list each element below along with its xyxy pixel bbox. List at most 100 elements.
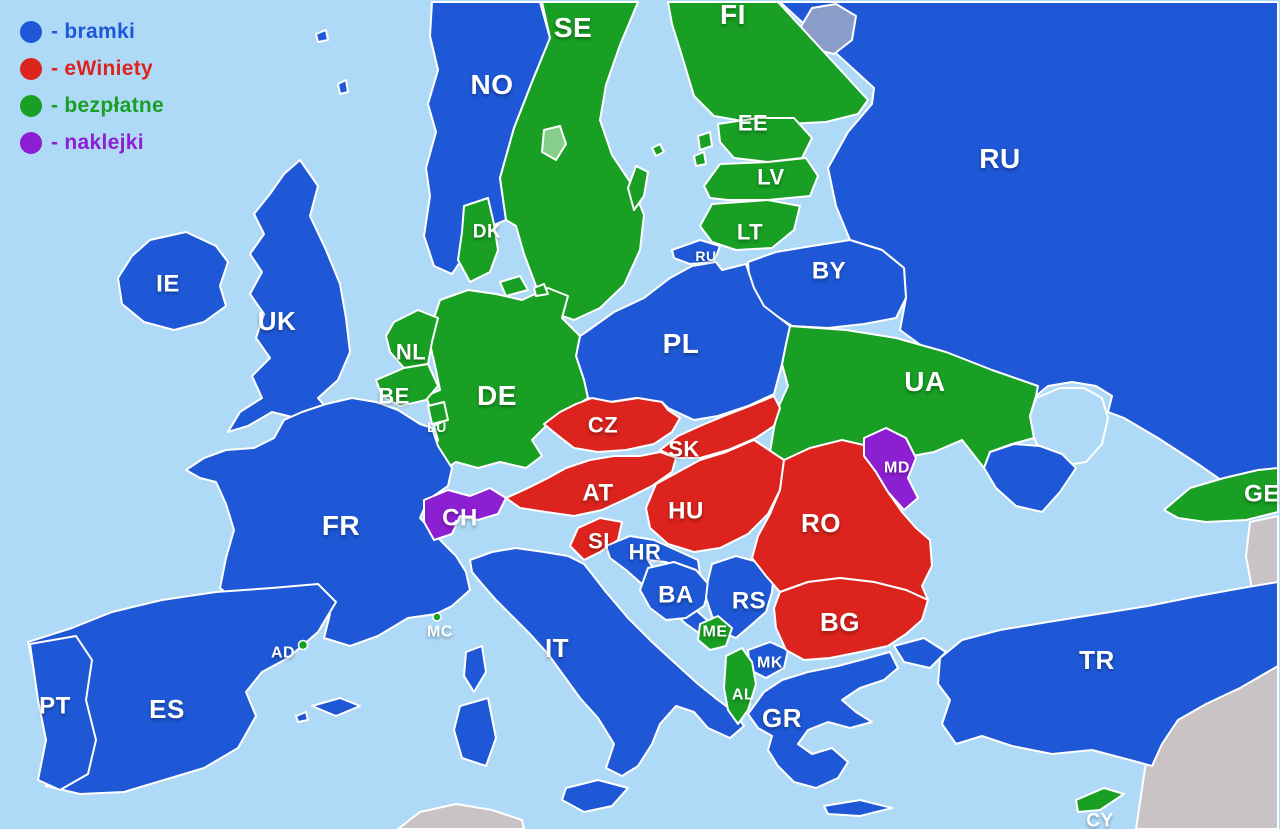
legend-swatch-naklejki-icon [20,132,42,154]
country-label-ro: RO [801,508,841,538]
legend-label-bezplatne: - bezpłatne [51,94,164,117]
region-lt [699,199,801,251]
region-shetland [337,79,349,95]
country-label-md: MD [884,460,910,477]
country-label-bg: BG [820,607,860,637]
region-mc [432,612,442,622]
country-label-gr: GR [762,703,802,733]
region-tr-europe [893,637,947,669]
country-label-cz: CZ [588,413,618,438]
region-lake-vanern [541,125,567,161]
region-md [863,427,919,511]
country-label-se: SE [554,12,592,43]
region-me [697,615,733,651]
country-label-sk: SK [668,437,700,462]
country-label-si: SI [588,529,610,554]
legend-item-bezplatne: - bezpłatne [20,94,164,118]
region-gotland [627,165,649,211]
legend-item-ewiniety: - eWiniety [20,57,164,81]
region-cz [543,397,681,453]
region-faroe [315,29,329,43]
region-gray-africa [397,803,525,829]
country-label-mc: MC [427,624,453,641]
legend-swatch-bramki-icon [20,21,42,43]
region-ie [117,231,229,331]
country-label-hr: HR [629,540,662,565]
country-label-be: BE [378,384,410,409]
region-gr [747,651,899,789]
region-cy [1075,787,1125,813]
region-dk-islands [499,275,549,297]
country-label-ee: EE [738,111,768,136]
country-label-es: ES [149,694,185,724]
country-label-ge: GE [1244,480,1280,507]
region-al [723,647,757,725]
country-label-it: IT [545,633,569,663]
region-ge [1163,467,1279,523]
country-label-ua: UA [904,366,945,397]
country-labels: NO SE FI RU EE LV LT RU BY IE UK DK NL BE LU DE PL UA CZ SK… [39,0,1280,829]
region-ba [639,561,711,621]
region-sk [659,395,781,459]
region-tr [937,581,1279,767]
region-ad [297,639,309,651]
country-label-lt: LT [737,220,763,245]
country-label-no: NO [471,69,514,100]
country-label-cy: CY [1086,811,1113,829]
region-bg [773,577,929,661]
legend-item-naklejki: - naklejki [20,131,164,155]
region-aland [651,143,665,157]
country-label-pt: PT [39,692,71,719]
country-label-ba: BA [658,581,694,608]
region-crete [823,799,893,817]
region-it [469,547,745,777]
region-ee-islands [693,131,713,167]
region-dk [457,197,499,283]
region-at [505,451,677,517]
country-label-dk: DK [473,222,501,243]
country-label-by: BY [812,257,846,284]
country-label-ru: RU [979,143,1020,174]
region-corsica [463,645,487,693]
region-lv [703,157,819,201]
country-label-ad: AD [271,645,295,662]
region-balearics [295,697,361,723]
region-lu [427,401,449,425]
region-be [375,363,439,407]
legend: - bramki - eWiniety - bezpłatne - naklej… [20,20,164,155]
region-sicily [561,779,629,813]
legend-swatch-ewiniety-icon [20,58,42,80]
legend-label-ewiniety: - eWiniety [51,57,153,80]
region-sea-of-azov [1029,387,1109,467]
country-label-rs: RS [732,587,766,614]
region-uk [227,159,351,433]
legend-label-bramki: - bramki [51,20,136,43]
country-label-ch: CH [442,504,478,531]
country-label-pl: PL [663,328,700,359]
country-label-fr: FR [322,510,360,541]
country-label-nl: NL [396,340,426,365]
country-label-fi: FI [720,0,746,30]
country-label-me: ME [703,624,728,641]
region-pt [29,635,97,791]
country-label-hu: HU [668,497,704,524]
country-label-mk: MK [757,655,783,672]
legend-label-naklejki: - naklejki [51,131,144,154]
country-label-lv: LV [757,165,784,190]
legend-swatch-bezplatne-icon [20,95,42,117]
country-label-tr: TR [1079,645,1115,675]
region-ch [423,487,507,541]
region-crimea [983,443,1077,513]
country-label-de: DE [477,380,517,411]
region-se [499,1,645,321]
country-label-at: AT [582,479,613,506]
country-label-ru-kaliningrad: RU [695,248,716,264]
country-label-ie: IE [156,270,180,297]
legend-item-bramki: - bramki [20,20,164,44]
country-label-al: AL [732,687,754,704]
country-label-lu: LU [427,419,447,435]
region-sardinia [453,697,497,767]
country-label-uk: UK [258,306,297,336]
